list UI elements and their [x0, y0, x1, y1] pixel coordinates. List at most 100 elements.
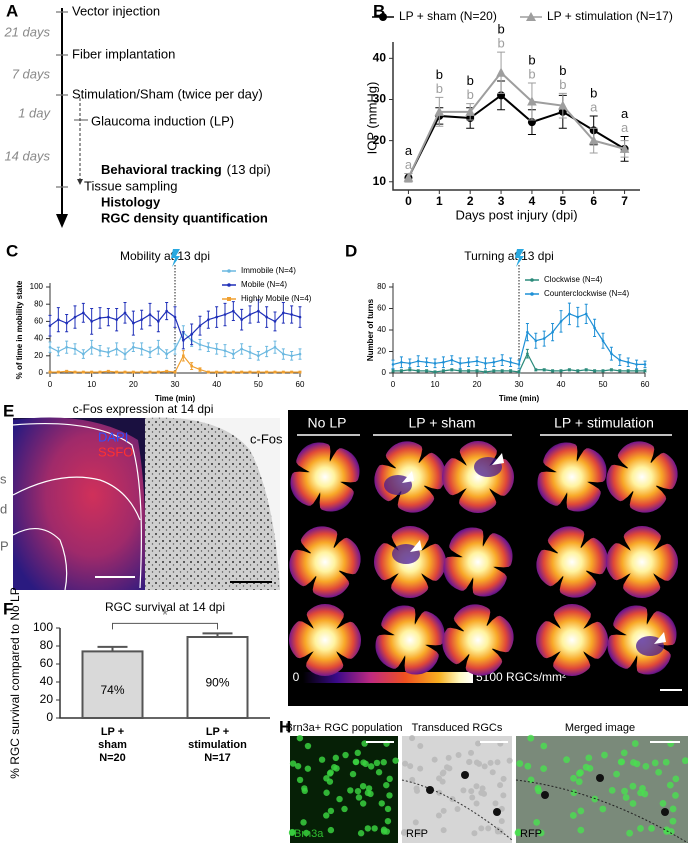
marker — [403, 172, 414, 182]
marker — [57, 350, 60, 353]
significance-letter: b — [590, 85, 597, 100]
x-tick-label: 0 — [391, 380, 396, 389]
cell — [330, 764, 338, 771]
interval: 14 days — [4, 148, 50, 163]
marker — [298, 370, 302, 374]
cell — [642, 762, 650, 770]
legend-label: Mobile (N=4) — [241, 280, 287, 289]
y-axis-label: % of time in mobility state — [15, 280, 24, 379]
marker — [400, 360, 403, 364]
image-title: Merged image — [565, 722, 635, 734]
marker — [107, 315, 110, 319]
cell — [570, 774, 577, 782]
cell — [601, 751, 608, 759]
marker — [635, 363, 638, 366]
cell — [641, 790, 649, 798]
arrowhead — [56, 214, 68, 228]
cell — [487, 759, 494, 766]
cell — [489, 769, 496, 776]
marker — [140, 347, 143, 351]
marker — [73, 370, 77, 374]
transduced-cell — [661, 808, 669, 816]
chart-title: Mobility at 13 dpi — [120, 249, 210, 263]
cell — [296, 734, 304, 742]
marker — [635, 369, 638, 373]
stain: c-Fos — [250, 431, 283, 446]
marker — [157, 345, 160, 349]
marker — [182, 354, 185, 358]
cell — [386, 792, 393, 799]
x-tick-label: 6 — [590, 194, 597, 208]
cell — [630, 759, 637, 766]
cell — [367, 763, 375, 770]
y-tick-label: 60 — [34, 317, 43, 326]
marker — [240, 318, 243, 321]
cell — [639, 785, 646, 792]
cell — [621, 787, 628, 795]
marker — [157, 370, 160, 374]
cell — [373, 759, 381, 767]
cell — [471, 830, 478, 837]
y-tick-label: 100 — [30, 282, 44, 291]
event: Stimulation/Sham (twice per day) — [72, 86, 263, 101]
timeline-ticks — [56, 11, 88, 188]
marker — [282, 311, 285, 315]
legend-label: Immobile (N=4) — [241, 266, 296, 275]
marker — [643, 369, 647, 373]
marker — [282, 370, 285, 374]
cell — [327, 826, 335, 834]
y-axis-label: Number of turns — [366, 298, 375, 361]
marker — [240, 370, 243, 374]
significance-bracket — [112, 622, 218, 630]
cell — [669, 817, 677, 825]
cell — [479, 785, 486, 792]
marker — [610, 368, 613, 372]
x-tick-label: stimulation — [188, 739, 247, 751]
marker — [467, 360, 470, 364]
cell — [327, 807, 335, 815]
marker — [458, 369, 462, 373]
x-tick-label: 5 — [559, 194, 566, 208]
marker — [475, 359, 479, 363]
cell — [506, 757, 513, 764]
marker — [391, 369, 395, 373]
x-tick-label: sham — [98, 739, 127, 751]
chart-title: Turning at 13 dpi — [464, 249, 554, 263]
stain: DAPI — [98, 429, 128, 444]
retina-image — [442, 441, 514, 513]
axis — [392, 42, 640, 191]
cell — [492, 800, 499, 807]
marker — [391, 363, 395, 366]
marker — [282, 352, 285, 356]
cell — [481, 790, 488, 797]
marker — [48, 345, 52, 349]
marker — [90, 345, 93, 349]
outcome: Histology — [101, 194, 161, 209]
significance-letter: b — [436, 67, 443, 82]
outcome: RGC density quantification — [101, 210, 268, 225]
significance-letter: b — [528, 52, 535, 67]
significance-letter: b — [528, 66, 535, 81]
x-tick-label: 50 — [254, 380, 263, 389]
marker — [576, 315, 580, 319]
transduced-cell — [493, 808, 501, 816]
channel-label: RFP — [406, 828, 428, 840]
legend-marker — [530, 292, 534, 296]
marker — [593, 326, 596, 330]
marker — [140, 370, 143, 374]
marker — [618, 369, 622, 373]
y-tick-label: 40 — [34, 334, 43, 343]
cell — [440, 827, 447, 834]
cell — [439, 770, 446, 777]
significance-letter: b — [559, 77, 566, 92]
marker — [433, 362, 437, 365]
marker — [215, 370, 218, 374]
y-tick-label: 60 — [40, 656, 54, 670]
cell — [454, 805, 461, 812]
cell — [341, 805, 348, 813]
marker — [240, 347, 243, 351]
marker — [601, 339, 605, 343]
marker — [467, 369, 470, 373]
value-label: 90% — [205, 676, 229, 690]
marker — [484, 362, 487, 365]
